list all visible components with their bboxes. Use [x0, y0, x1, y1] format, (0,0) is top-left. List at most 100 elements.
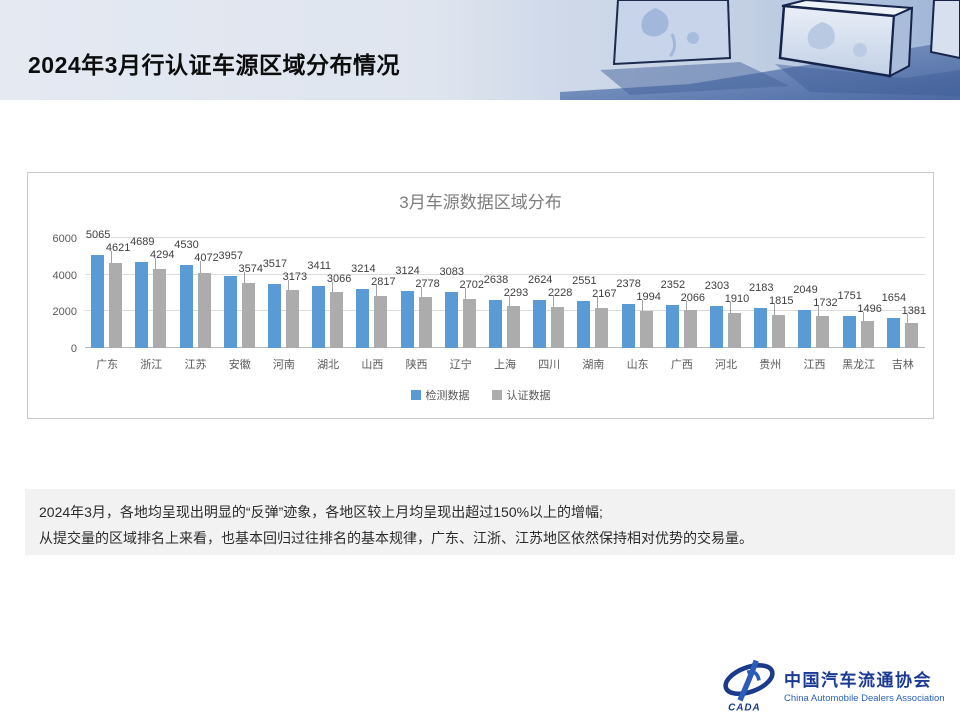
certified-bar	[551, 307, 565, 348]
gridline	[85, 310, 925, 312]
certified-value-label: 4072	[194, 252, 219, 264]
cubes-decoration-image	[560, 0, 960, 100]
certified-bar	[330, 291, 344, 348]
detected-bar	[710, 305, 724, 348]
org-name-cn: 中国汽车流通协会	[784, 671, 932, 690]
detected-bar	[179, 265, 193, 348]
label-leader-line	[906, 313, 908, 323]
legend-label: 认证数据	[506, 390, 551, 402]
label-leader-line	[420, 286, 422, 298]
x-axis-label: 吉林	[891, 359, 914, 371]
detected-value-label: 2551	[572, 275, 597, 288]
bar-group: 3517 3173	[262, 238, 307, 348]
certified-value-label: 3066	[326, 272, 352, 285]
certified-value-label: 2817	[371, 276, 396, 289]
detected-bar	[400, 290, 414, 348]
label-leader-line	[464, 287, 466, 299]
certified-value-label: 1496	[857, 302, 882, 315]
certified-value-label: 1381	[901, 304, 927, 317]
certified-bar	[374, 296, 388, 348]
bar-group: 1751 1496	[837, 238, 882, 348]
label-leader-line	[818, 306, 820, 317]
chart-legend: 检测数据 认证数据	[28, 387, 933, 403]
legend-swatch	[491, 390, 502, 400]
cada-logo-text: CADA	[728, 702, 760, 713]
bar-group: 2303 1910	[704, 238, 749, 348]
chart-panel: 3月车源数据区域分布 0 2000 4000 6000 5065 4621 4689 4294…	[27, 172, 934, 419]
certified-bar	[109, 263, 123, 348]
bar-group: 3411 3066	[306, 238, 351, 348]
label-leader-line	[332, 281, 334, 292]
bar-group: 2049 1732	[792, 238, 838, 348]
plot-area: 0 2000 4000 6000 5065 4621 4689 4294 4530 4072 395…	[53, 229, 927, 355]
x-axis-label: 山西	[361, 359, 384, 371]
x-axis-label: 河南	[272, 359, 295, 371]
detected-value-label: 2624	[527, 273, 553, 286]
certified-value-label: 2293	[503, 286, 529, 299]
x-axis: 广东 浙江 江苏 安徽 河南 湖北 山西 陕西 辽宁 上海 四川 湖南 山东 广西 河北 贵州 江西 黑龙江 吉林	[85, 356, 925, 372]
detected-value-label: 3517	[262, 257, 288, 270]
y-axis-label: 2000	[52, 306, 77, 319]
detected-value-label: 3411	[307, 259, 331, 272]
bar-group: 2624 2228	[527, 238, 572, 348]
summary-line-1: 2024年3月，各地均呈现出明显的“反弹”迹象，各地区较上月均呈现出超过150%…	[39, 504, 603, 520]
x-axis-label: 四川	[538, 359, 561, 371]
label-leader-line	[111, 251, 113, 264]
certified-bar	[462, 298, 476, 348]
x-axis-label: 辽宁	[449, 359, 472, 371]
certified-bar	[639, 311, 653, 348]
detected-value-label: 2352	[660, 278, 686, 291]
certified-bar	[772, 314, 786, 348]
label-leader-line	[553, 295, 555, 308]
x-axis-label: 江苏	[184, 359, 207, 371]
certified-bar	[506, 306, 520, 348]
certified-value-label: 1815	[769, 295, 794, 307]
detected-bar	[223, 275, 237, 348]
x-axis-label: 山东	[626, 359, 649, 371]
x-axis-label: 江西	[803, 359, 826, 371]
label-leader-line	[508, 295, 510, 306]
page-title: 2024年3月行认证车源区域分布情况	[28, 52, 400, 78]
certified-bar	[816, 316, 830, 348]
detected-value-label: 2638	[483, 273, 509, 286]
x-axis-label: 贵州	[759, 359, 782, 371]
detected-value-label: 3214	[351, 263, 376, 276]
certified-bar	[728, 313, 742, 348]
legend-label: 检测数据	[425, 390, 470, 402]
detected-value-label: 3957	[218, 249, 243, 262]
y-axis-label: 4000	[52, 269, 77, 282]
bar-group: 5065 4621	[85, 229, 130, 348]
bar-group: 4689 4294	[129, 236, 175, 348]
certified-bar	[418, 297, 432, 348]
certified-value-label: 1732	[813, 297, 838, 310]
summary-panel: 2024年3月，各地均呈现出明显的“反弹”迹象，各地区较上月均呈现出超过150%…	[25, 489, 955, 555]
certified-bar	[595, 308, 609, 348]
detected-value-label: 1751	[837, 289, 862, 302]
bar-group: 3214 2817	[350, 238, 396, 348]
bar-group: 3957 3574	[218, 238, 263, 348]
certified-value-label: 3173	[282, 270, 308, 283]
certified-bar	[904, 322, 918, 348]
legend-swatch	[410, 390, 421, 400]
detected-value-label: 3083	[439, 265, 465, 278]
label-leader-line	[155, 258, 157, 270]
bar-group: 2638 2293	[483, 238, 528, 348]
x-axis-label: 上海	[493, 359, 516, 371]
detected-bar	[754, 308, 768, 348]
detected-bar	[665, 304, 679, 348]
detected-value-label: 2183	[749, 282, 774, 294]
label-leader-line	[685, 300, 687, 311]
certified-value-label: 1994	[636, 291, 661, 304]
detected-value-label: 1654	[881, 291, 907, 304]
x-axis-label: 湖南	[582, 359, 605, 371]
bar-group: 3083 2702	[439, 238, 484, 348]
detected-value-label: 2303	[704, 279, 730, 292]
detected-bar	[886, 317, 900, 348]
detected-bar	[312, 285, 326, 348]
label-leader-line	[287, 279, 289, 290]
cada-logo-icon: CADA	[723, 659, 775, 713]
detected-value-label: 2049	[793, 284, 818, 297]
y-axis-label: 6000	[52, 233, 77, 245]
label-leader-line	[774, 304, 776, 315]
